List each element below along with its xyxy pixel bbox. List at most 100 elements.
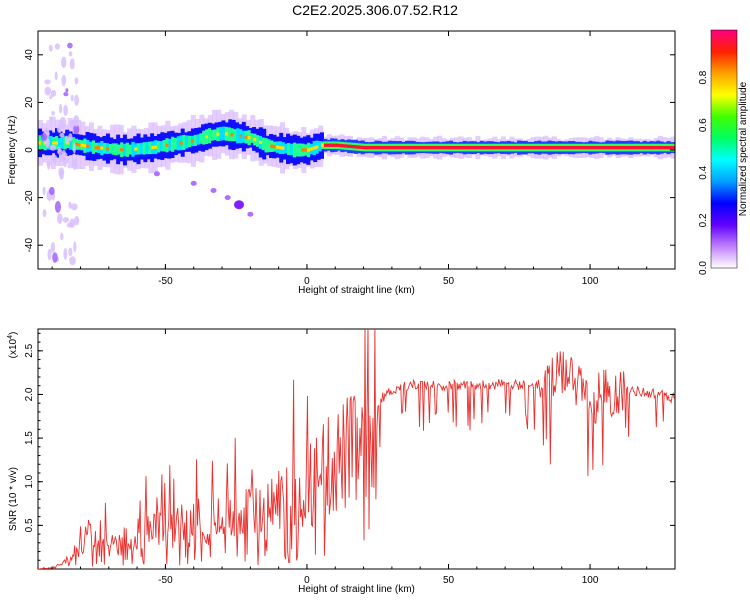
heatmap-core-cell	[125, 142, 129, 157]
heatmap-peak-cell	[624, 145, 628, 150]
heatmap-peak-cell	[301, 148, 305, 152]
heatmap-peak-cell	[524, 145, 528, 150]
heatmap-peak-cell	[584, 145, 588, 150]
heatmap-peak-cell	[595, 145, 599, 150]
heatmap-peak-cell	[97, 146, 101, 150]
heatmap-peak-cell	[355, 145, 359, 149]
heatmap-core-cell	[287, 143, 291, 156]
heatmap-core-cell	[207, 128, 212, 144]
heatmap-peak-cell	[638, 145, 642, 150]
heatmap-noise-blob	[61, 74, 67, 87]
heatmap-noise-blob	[68, 133, 73, 142]
heatmap-noise-blob	[60, 232, 64, 241]
y-tick-label: 20	[24, 96, 35, 108]
heatmap-noise-blob	[70, 203, 78, 211]
heatmap-peak-cell	[352, 145, 356, 149]
heatmap-peak-cell	[598, 145, 602, 150]
heatmap-core-cell	[185, 135, 189, 149]
heatmap-peak-cell	[618, 145, 622, 150]
x-tick-label: 50	[443, 276, 455, 287]
y-axis-label: SNR (10 * v/v)	[8, 467, 19, 531]
heatmap-peak-cell	[632, 145, 636, 150]
heatmap-core-cell	[117, 144, 121, 155]
heatmap-peak-cell	[278, 145, 282, 150]
heatmap-peak-cell	[205, 135, 209, 139]
heatmap-peak-cell	[321, 143, 325, 147]
heatmap-peak-cell	[400, 145, 404, 150]
heatmap-peak-cell	[423, 145, 427, 150]
heatmap-noise-blob	[50, 89, 57, 97]
heatmap-peak-cell	[539, 145, 543, 150]
heatmap-peak-cell	[482, 145, 486, 150]
heatmap-peak-cell	[151, 145, 155, 150]
heatmap-noise-blob	[49, 144, 57, 151]
heatmap-noise-blob	[54, 201, 62, 213]
heatmap-peak-cell	[230, 133, 234, 137]
heatmap-peak-cell	[547, 145, 551, 150]
y-tick-label: 40	[24, 49, 35, 61]
heatmap-core-cell	[173, 137, 178, 150]
heatmap-core-cell	[148, 141, 152, 155]
colorbar-tick-label: 0.6	[698, 118, 709, 132]
y-tick-label: -20	[24, 190, 35, 205]
heatmap-peak-cell	[527, 145, 531, 150]
heatmap-peak-cell	[360, 145, 364, 150]
heatmap-noise-blob	[49, 116, 53, 121]
heatmap-peak-cell	[533, 145, 537, 150]
heatmap-peak-cell	[655, 145, 659, 150]
y-scale-factor: (x104)	[7, 332, 19, 359]
y-tick-label: 2.0	[24, 387, 35, 401]
heatmap-core-cell	[188, 135, 192, 148]
heatmap-peak-cell	[541, 145, 545, 150]
colorbar-tick-label: 0.4	[698, 165, 709, 179]
heatmap-noise-blob	[65, 88, 69, 93]
heatmap-peak-cell	[496, 145, 500, 150]
heatmap-core-cell	[137, 143, 141, 155]
heatmap-peak-cell	[448, 145, 452, 150]
y-tick-label: 1.5	[24, 431, 35, 445]
heatmap-core-cell	[88, 141, 93, 152]
heatmap-core-cell	[103, 142, 107, 154]
heatmap-peak-cell	[420, 145, 424, 150]
heatmap-core-cell	[131, 141, 135, 157]
heatmap-core-cell	[156, 140, 161, 153]
heatmap-peak-cell	[621, 145, 625, 150]
heatmap-peak-cell	[437, 145, 441, 150]
heatmap-core-cell	[122, 143, 127, 157]
heatmap-peak-cell	[536, 145, 540, 150]
heatmap-peak-cell	[83, 144, 87, 148]
heatmap-peak-cell	[516, 145, 520, 150]
y-tick-label: 2.5	[24, 343, 35, 357]
heatmap-core-cell	[63, 136, 67, 150]
heatmap-peak-cell	[666, 145, 670, 150]
heatmap-core-cell	[289, 143, 294, 156]
heatmap-peak-cell	[326, 143, 330, 147]
heatmap-peak-cell	[567, 145, 571, 150]
heatmap-peak-cell	[499, 145, 503, 150]
heatmap-core-cell	[236, 128, 240, 144]
heatmap-peak-cell	[386, 145, 390, 150]
heatmap-peak-cell	[592, 145, 596, 150]
heatmap-peak-cell	[510, 145, 514, 150]
heatmap-peak-cell	[247, 135, 251, 140]
heatmap-peak-cell	[641, 145, 645, 150]
heatmap-peak-cell	[403, 145, 407, 150]
heatmap-peak-cell	[80, 143, 84, 147]
heatmap-core-cell	[49, 135, 53, 150]
heatmap-peak-cell	[349, 144, 353, 149]
heatmap-peak-cell	[615, 145, 619, 150]
heatmap-peak-cell	[77, 143, 81, 147]
heatmap-peak-cell	[556, 145, 560, 150]
colorbar-tick-label: 0.2	[698, 213, 709, 227]
heatmap-peak-cell	[374, 145, 378, 150]
heatmap-peak-cell	[389, 145, 393, 150]
heatmap-peak-cell	[346, 144, 350, 148]
heatmap-noise-blob	[56, 124, 63, 134]
heatmap-noise-blob	[68, 51, 73, 57]
heatmap-core-cell	[267, 139, 271, 153]
heatmap-peak-cell	[216, 132, 220, 136]
heatmap-core-cell	[171, 136, 175, 152]
heatmap-peak-cell	[281, 146, 285, 150]
heatmap-peak-cell	[459, 145, 463, 150]
x-tick-label: 100	[582, 575, 599, 586]
